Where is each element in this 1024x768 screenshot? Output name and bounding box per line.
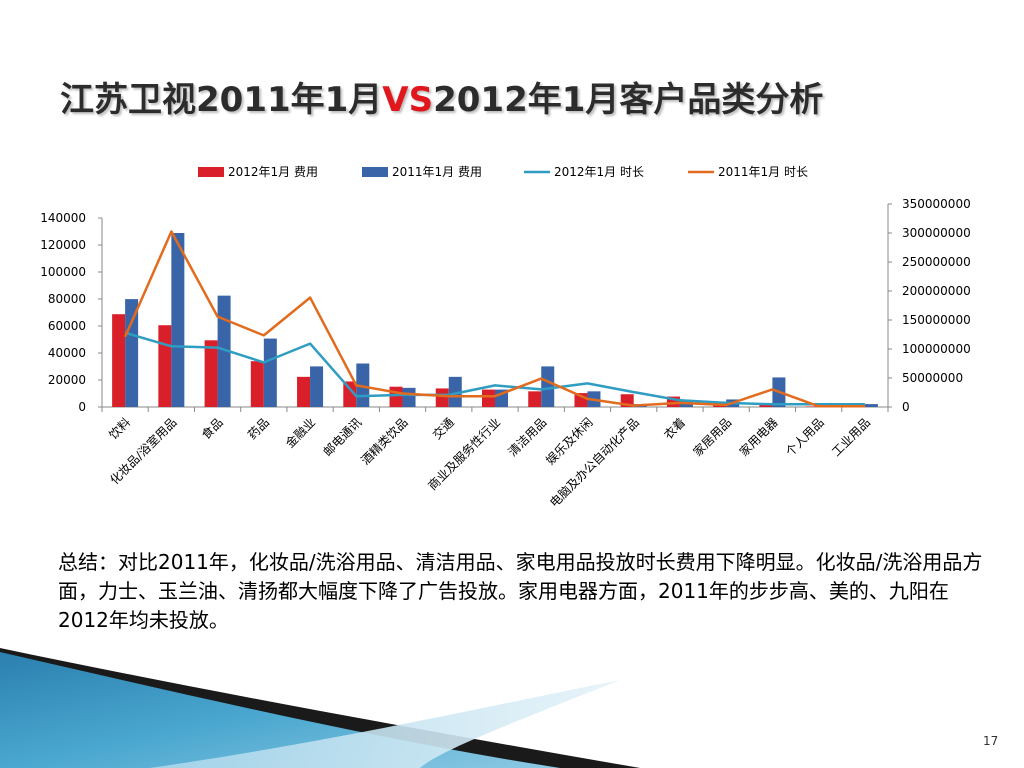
x-tick-label: 金融业 (282, 415, 318, 451)
x-tick-label: 个人用品 (783, 415, 827, 459)
chart-lines (123, 230, 865, 408)
y-right-tick-label: 150000000 (902, 313, 971, 327)
bar-series1-4 (310, 366, 324, 407)
legend-label-0: 2012年1月 费用 (228, 165, 318, 179)
legend-label-2: 2012年1月 时长 (554, 165, 644, 179)
combo-chart: 2012年1月 费用 2011年1月 费用 2012年1月 时长 2011年1月 时长… (40, 165, 971, 510)
bar-series1-6 (402, 387, 416, 407)
title-part2: 2012年1月客户品类分析 (433, 80, 824, 120)
legend-swatch-1 (362, 167, 388, 177)
x-tick-label: 食品 (198, 415, 226, 443)
bar-series1-0 (125, 299, 139, 407)
y-left-tick-label: 100000 (40, 265, 86, 279)
legend-label-1: 2011年1月 费用 (392, 165, 482, 179)
y-left-tick-label: 120000 (40, 238, 86, 252)
y-left-tick-label: 60000 (48, 319, 86, 333)
x-tick-label: 酒精类饮品 (358, 415, 410, 467)
y-right-tick-label: 50000000 (902, 371, 963, 385)
summary-text: 总结：对比2011年，化妆品/洗浴用品、清洁用品、家电用品投放时长费用下降明显。… (58, 550, 983, 632)
bar-series0-6 (389, 386, 403, 407)
page-number: 17 (983, 734, 999, 748)
x-tick-label: 邮电通讯 (321, 415, 365, 459)
bar-series1-2 (217, 295, 231, 407)
bar-series0-2 (204, 340, 218, 407)
x-tick-label: 交通 (429, 415, 457, 443)
bar-series1-3 (263, 338, 277, 407)
bar-series0-4 (297, 376, 311, 407)
x-tick-label: 工业用品 (829, 415, 873, 459)
y-right-tick-label: 200000000 (902, 284, 971, 298)
bar-series1-1 (171, 233, 185, 407)
x-tick-label: 电脑及办公自动化产品 (546, 415, 641, 510)
x-tick-label: 清洁用品 (506, 415, 550, 459)
legend-label-3: 2011年1月 时长 (718, 165, 808, 179)
bar-series0-14 (759, 404, 773, 407)
line-series2 (124, 331, 865, 406)
legend-swatch-0 (198, 167, 224, 177)
chart-legend: 2012年1月 费用 2011年1月 费用 2012年1月 时长 2011年1月 时长 (198, 165, 808, 179)
y-right-tick-label: 100000000 (902, 342, 971, 356)
title-vs: VS (382, 80, 434, 120)
bar-series0-9 (528, 391, 542, 407)
y-left-tick-label: 20000 (48, 373, 86, 387)
bar-series0-0 (112, 314, 126, 407)
bar-series1-9 (541, 366, 555, 407)
bar-series0-15 (805, 406, 819, 407)
x-tick-label: 家居用品 (690, 415, 735, 460)
chart-axes: 0 20000 40000 60000 80000 100000 120000 140000 0… (40, 197, 971, 414)
bar-series1-7 (448, 376, 462, 407)
bar-series0-8 (482, 389, 495, 407)
y-left-tick-label: 0 (78, 400, 86, 414)
y-left-tick-label: 80000 (48, 292, 86, 306)
bar-series0-5 (343, 381, 357, 407)
y-left-tick-label: 40000 (48, 346, 86, 360)
title-part1: 江苏卫视2011年1月 (60, 80, 383, 120)
bar-series0-1 (158, 325, 172, 407)
bar-series0-12 (666, 396, 680, 407)
bar-series1-16 (864, 404, 878, 407)
bar-series0-7 (435, 388, 449, 407)
slide-title: 江苏卫视2011年1月VS2012年1月客户品类分析 (60, 72, 823, 121)
x-tick-label: 饮料 (106, 415, 133, 442)
y-left-tick-label: 140000 (40, 211, 86, 225)
y-right-tick-label: 0 (902, 400, 910, 414)
line-series3 (123, 230, 865, 408)
y-right-tick-label: 350000000 (902, 197, 971, 211)
x-tick-label: 家用电器 (736, 415, 781, 460)
bar-series0-3 (250, 361, 264, 407)
y-right-tick-label: 250000000 (902, 255, 971, 269)
x-tick-label: 衣着 (660, 415, 688, 443)
x-tick-label: 药品 (245, 415, 272, 442)
y-right-tick-label: 300000000 (902, 226, 971, 240)
